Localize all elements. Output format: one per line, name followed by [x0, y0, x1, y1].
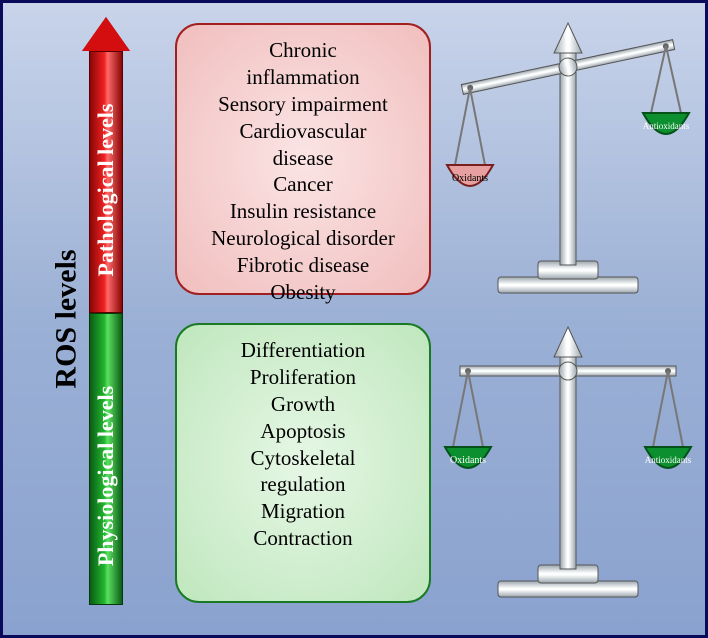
box-line: Migration: [191, 498, 415, 525]
box-line: Apoptosis: [191, 418, 415, 445]
scale-left-label: Oxidants: [452, 173, 488, 184]
diagram-canvas: ROS levels Pathological levels Physiolog…: [0, 0, 708, 638]
box-line: Insulin resistance: [191, 198, 415, 225]
box-line: Cancer: [191, 171, 415, 198]
physiological-box: Differentiation Proliferation Growth Apo…: [175, 323, 431, 603]
arrow-head-icon: [82, 17, 130, 51]
scale-right-label: Antioxidants: [643, 121, 690, 131]
balance-scale-icon: Oxidants Antioxidants: [443, 319, 693, 609]
scale-pathological: Oxidants Antioxidants: [443, 15, 693, 305]
box-line: Fibrotic disease: [191, 252, 415, 279]
pathological-box: Chronic inflammation Sensory impairment …: [175, 23, 431, 295]
scale-physiological: Oxidants Antioxidants: [443, 319, 693, 609]
box-line: Chronic: [191, 37, 415, 64]
box-line: Cytoskeletal: [191, 445, 415, 472]
scale-right-label: Antioxidants: [645, 455, 692, 465]
box-line: Sensory impairment: [191, 91, 415, 118]
scale-left-label: Oxidants: [450, 455, 486, 466]
box-line: Contraction: [191, 525, 415, 552]
box-line: Cardiovascular: [191, 118, 415, 145]
arrow-label-physiological: Physiological levels: [93, 386, 119, 566]
box-line: disease: [191, 145, 415, 172]
balance-scale-icon: Oxidants Antioxidants: [443, 15, 693, 305]
box-line: Proliferation: [191, 364, 415, 391]
box-line: regulation: [191, 471, 415, 498]
arrow-column: Pathological levels Physiological levels: [81, 17, 131, 621]
box-line: Neurological disorder: [191, 225, 415, 252]
box-line: Differentiation: [191, 337, 415, 364]
box-line: inflammation: [191, 64, 415, 91]
box-line: Obesity: [191, 279, 415, 306]
y-axis-label: ROS levels: [50, 249, 84, 388]
box-line: Growth: [191, 391, 415, 418]
arrow-label-pathological: Pathological levels: [93, 104, 119, 277]
